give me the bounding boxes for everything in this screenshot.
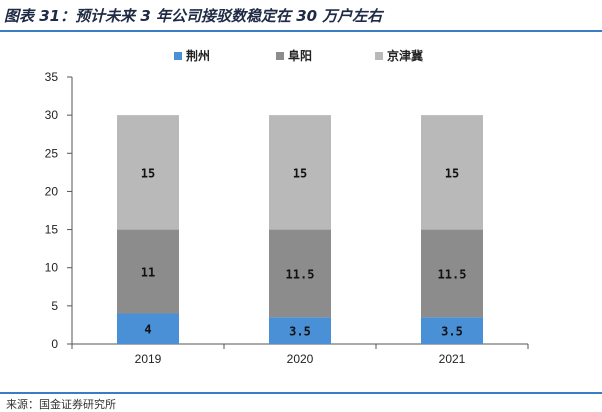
bar-segment — [421, 317, 483, 344]
data-label: 3.5 — [289, 325, 311, 339]
y-tick-label: 20 — [45, 184, 59, 198]
y-tick-label: 15 — [45, 223, 59, 237]
data-label: 11.5 — [286, 267, 315, 281]
bar-segment — [269, 317, 331, 344]
y-tick-label: 25 — [45, 146, 59, 160]
legend-swatch — [174, 52, 182, 60]
chart-title: 图表 31：预计未来 3 年公司接驳数稳定在 30 万户左右 — [4, 7, 383, 25]
title-rule — [0, 30, 602, 32]
y-tick-label: 35 — [45, 70, 59, 84]
stacked-bar-chart: 荆州 阜阳 京津冀 0 5 10 15 20 25 30 35 2019 2020 2021 4 11 15… — [45, 48, 529, 366]
source-note: 来源：国金证券研究所 — [6, 398, 116, 411]
x-tick-label: 2021 — [439, 352, 466, 366]
data-label: 3.5 — [441, 325, 463, 339]
bars: 4 11 15 3.5 11.5 15 3.5 11.5 15 — [117, 115, 483, 344]
bar-segment — [421, 229, 483, 318]
data-label: 15 — [445, 166, 459, 180]
data-label: 11 — [141, 266, 155, 280]
bar-segment — [269, 115, 331, 230]
axes: 0 5 10 15 20 25 30 35 2019 2020 2021 — [45, 70, 529, 366]
data-label: 15 — [141, 166, 155, 180]
data-label: 4 — [144, 323, 151, 337]
bar-segment — [117, 313, 179, 344]
bar-segment — [421, 115, 483, 230]
legend-label: 荆州 — [186, 48, 210, 63]
data-label: 11.5 — [438, 267, 467, 281]
y-tick-label: 5 — [51, 299, 58, 313]
y-tick-label: 30 — [45, 108, 59, 122]
x-tick-label: 2020 — [287, 352, 314, 366]
legend: 荆州 阜阳 京津冀 — [174, 48, 423, 63]
x-tick-label: 2019 — [135, 352, 162, 366]
data-label: 15 — [293, 166, 307, 180]
legend-label: 京津冀 — [387, 48, 423, 63]
y-tick-label: 10 — [45, 261, 59, 275]
bar-segment — [117, 115, 179, 230]
bar-segment — [117, 229, 179, 314]
legend-label: 阜阳 — [288, 48, 312, 63]
y-tick-label: 0 — [51, 337, 58, 351]
bar-segment — [269, 229, 331, 318]
legend-swatch — [375, 52, 383, 60]
legend-swatch — [276, 52, 284, 60]
source-rule — [0, 392, 602, 394]
